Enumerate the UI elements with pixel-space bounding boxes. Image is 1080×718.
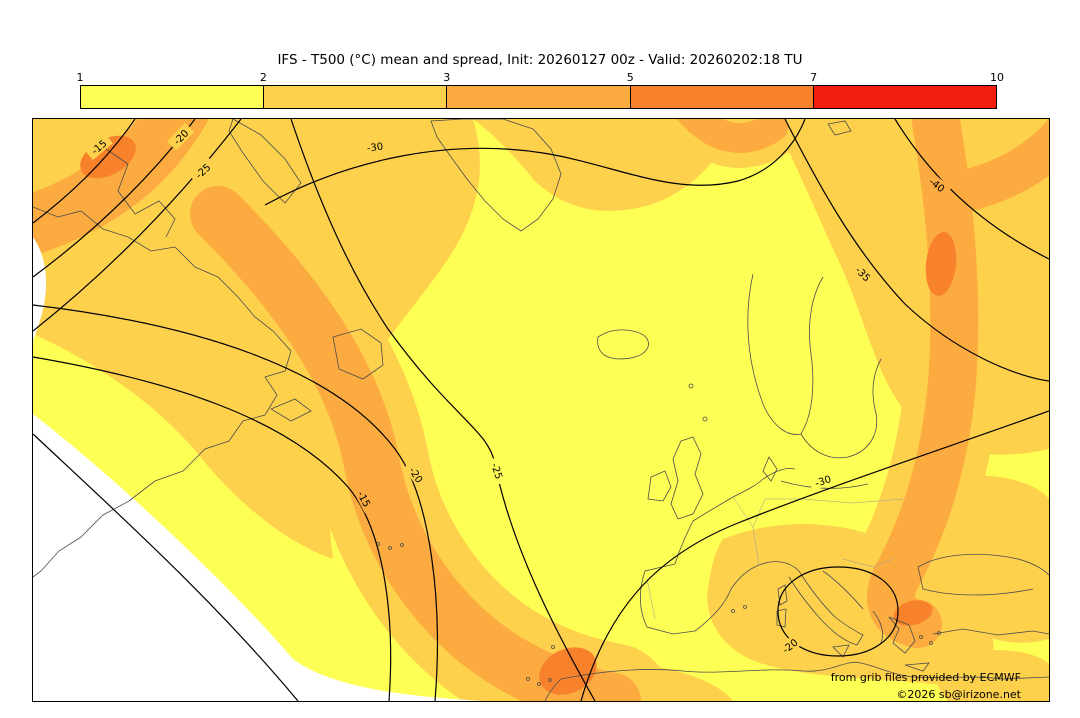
credits-copyright: ©2026 sb@irizone.net (896, 688, 1021, 701)
colorbar-segment-3 (446, 86, 630, 108)
contour-label: -25 (487, 456, 508, 486)
coastline-turkey (932, 628, 1049, 636)
colorbar-segment-4 (629, 86, 813, 108)
colorbar: 1 2 3 5 7 10 (76, 70, 1005, 109)
coastline-newfoundland (332, 328, 384, 380)
coastline-greenland (430, 119, 562, 232)
coastline-great-britain (670, 436, 704, 520)
svg-text:-30: -30 (366, 141, 384, 154)
contour-line (33, 356, 392, 701)
contour-lines-layer (33, 119, 1049, 701)
coastline-baffin (228, 119, 302, 204)
contour-line (580, 410, 1049, 701)
coastline-nw-europe (674, 468, 869, 565)
coastline-greece (872, 610, 916, 654)
colorbar-tick-label: 5 (626, 71, 634, 84)
contour-line (777, 566, 899, 657)
colorbar-bar (80, 85, 997, 109)
contour-line (264, 119, 806, 206)
coastline-north-america (33, 206, 292, 578)
coastline-north-africa (544, 661, 1049, 701)
map-canvas: -15 -20 -25 -30 -15 -20 -25 -30 -35 (32, 118, 1050, 702)
colorbar-segment-1 (81, 86, 264, 108)
contour-line (33, 433, 299, 701)
chart-title: IFS - T500 (°C) mean and spread, Init: 2… (277, 52, 803, 68)
spread-region-5-7 (80, 135, 957, 695)
country-borders (646, 496, 904, 620)
coastline-svalbard (827, 120, 852, 136)
coastline-italy (758, 561, 864, 646)
colorbar-tick-label: 2 (259, 71, 267, 84)
colorbar-segment-5 (812, 86, 997, 108)
coastline-sicily (832, 644, 850, 658)
spread-fill-layer (33, 119, 1049, 701)
coastline-iceland (597, 329, 649, 360)
coastline-ireland (647, 470, 672, 502)
contour-label: -30 (808, 470, 838, 491)
contour-line (784, 119, 1049, 382)
svg-text:-25: -25 (488, 462, 504, 481)
coastline-hudson-bay (102, 146, 176, 238)
contour-line (33, 304, 438, 701)
contour-line (33, 119, 136, 224)
coastline-nova-scotia (270, 398, 312, 422)
colorbar-tick-label: 7 (810, 71, 818, 84)
coastline-adriatic (822, 570, 864, 610)
contour-line (290, 119, 596, 701)
spread-region-below-1 (33, 237, 483, 701)
colorbar-tick-label: 1 (76, 71, 84, 84)
contour-labels-layer: -15 -20 -25 -30 -15 -20 -25 -30 -35 (84, 122, 952, 659)
coastline-black-sea (917, 553, 1049, 596)
svg-text:-30: -30 (814, 474, 833, 490)
credits-source: from grib files provided by ECMWF (831, 671, 1021, 684)
colorbar-tick-label: 3 (443, 71, 451, 84)
colorbar-segment-2 (263, 86, 447, 108)
islands (376, 383, 941, 686)
coastline-norway (747, 273, 824, 435)
colorbar-tick-label: 10 (990, 71, 1004, 84)
coastline-iberia (639, 563, 760, 635)
credits: from grib files provided by ECMWF ©2026 … (831, 671, 1022, 701)
coastlines-layer (33, 119, 1049, 701)
coastline-baltic (800, 358, 882, 459)
colorbar-tick-labels: 1 2 3 5 7 10 (76, 70, 1005, 84)
contour-line (894, 119, 1049, 260)
coastline-crete (904, 662, 930, 672)
contour-label: -30 (361, 138, 389, 155)
coastline-denmark (762, 456, 778, 482)
contour-line (33, 119, 242, 332)
